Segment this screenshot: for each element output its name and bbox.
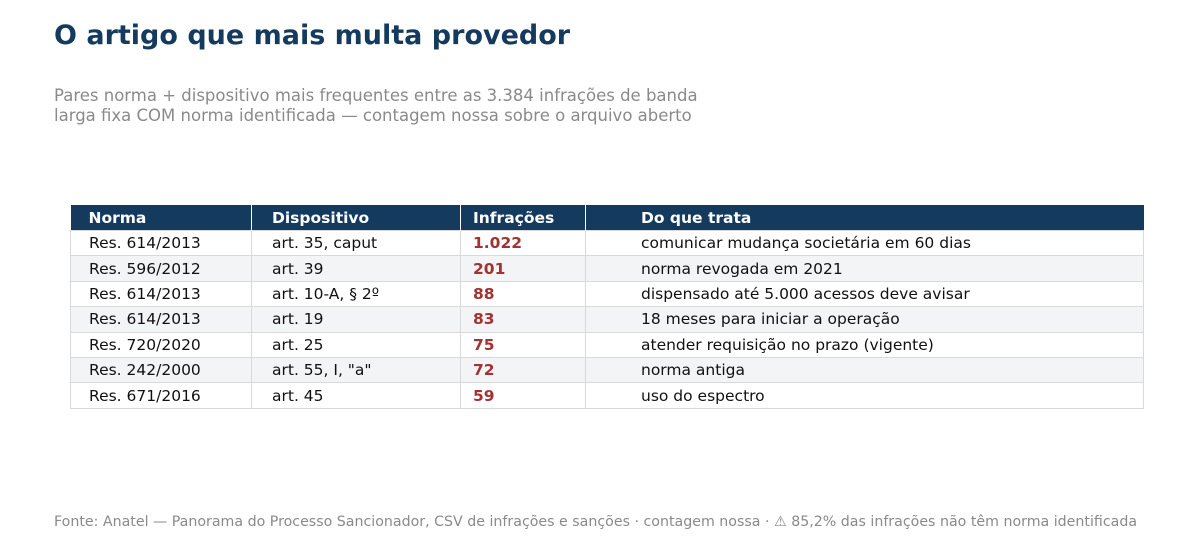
cell-norma: Res. 671/2016 [70, 382, 252, 409]
table-row: Res. 596/2012 art. 39 201 norma revogada em… [70, 255, 1144, 282]
cell-norma: Res. 614/2013 [70, 229, 252, 257]
cell-trata: dispensado até 5.000 acessos deve avisar [585, 280, 1144, 308]
cell-norma: Res. 614/2013 [70, 306, 252, 333]
page-title: O artigo que mais multa provedor [54, 20, 571, 51]
cell-dispositivo: art. 35, caput [251, 229, 461, 257]
cell-trata: comunicar mudança societária em 60 dias [585, 229, 1144, 257]
cell-dispositivo: art. 55, I, "a" [251, 356, 461, 384]
cell-norma: Res. 720/2020 [70, 331, 252, 358]
cell-infracoes: 83 [460, 306, 586, 333]
cell-dispositivo: art. 19 [251, 306, 461, 333]
page-subtitle: Pares norma + dispositivo mais frequente… [54, 86, 814, 126]
source-footnote: Fonte: Anatel — Panorama do Processo San… [54, 514, 1138, 530]
column-header-infracoes: Infrações [460, 205, 586, 231]
column-header-dispositivo: Dispositivo [251, 205, 461, 231]
column-header-norma: Norma [70, 205, 252, 231]
subtitle-line: larga fixa COM norma identificada — cont… [54, 106, 692, 125]
table-row: Res. 614/2013 art. 35, caput 1.022 comunica… [70, 229, 1144, 257]
table-row: Res. 614/2013 art. 10-A, § 2º 88 dispensado… [70, 280, 1144, 308]
cell-trata: norma antiga [585, 356, 1144, 384]
cell-infracoes: 1.022 [460, 229, 586, 257]
table-body: Res. 614/2013 art. 35, caput 1.022 comunica… [70, 229, 1144, 409]
table-header-row: Norma Dispositivo Infrações Do que trata [70, 205, 1144, 231]
cell-trata: uso do espectro [585, 382, 1144, 409]
cell-infracoes: 72 [460, 356, 586, 384]
cell-infracoes: 201 [460, 255, 586, 282]
cell-trata: norma revogada em 2021 [585, 255, 1144, 282]
cell-norma: Res. 614/2013 [70, 280, 252, 308]
cell-infracoes: 75 [460, 331, 586, 358]
table-row: Res. 671/2016 art. 45 59 uso do espectro [70, 382, 1144, 409]
cell-dispositivo: art. 39 [251, 255, 461, 282]
cell-infracoes: 88 [460, 280, 586, 308]
infractions-table: Norma Dispositivo Infrações Do que trata… [70, 205, 1144, 409]
table-row: Res. 614/2013 art. 19 83 18 meses para inic… [70, 306, 1144, 333]
cell-dispositivo: art. 10-A, § 2º [251, 280, 461, 308]
cell-dispositivo: art. 25 [251, 331, 461, 358]
table-row: Res. 720/2020 art. 25 75 atender requisição… [70, 331, 1144, 358]
cell-trata: atender requisição no prazo (vigente) [585, 331, 1144, 358]
cell-dispositivo: art. 45 [251, 382, 461, 409]
cell-norma: Res. 596/2012 [70, 255, 252, 282]
cell-norma: Res. 242/2000 [70, 356, 252, 384]
subtitle-line: Pares norma + dispositivo mais frequente… [54, 86, 698, 105]
table-row: Res. 242/2000 art. 55, I, "a" 72 norma anti… [70, 356, 1144, 384]
cell-infracoes: 59 [460, 382, 586, 409]
cell-trata: 18 meses para iniciar a operação [585, 306, 1144, 333]
column-header-do-que-trata: Do que trata [585, 205, 1144, 231]
